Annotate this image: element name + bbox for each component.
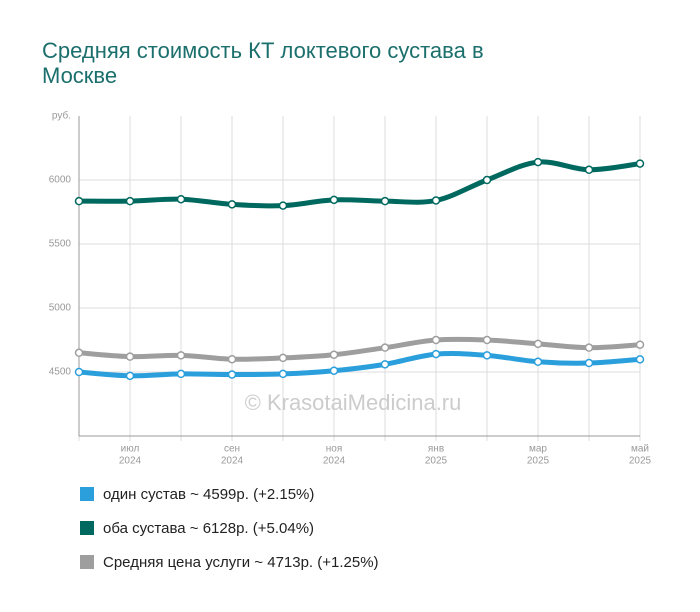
x-tick-label: 2024 — [119, 456, 142, 467]
legend-swatch — [80, 521, 94, 535]
point — [533, 357, 543, 367]
y-tick-label: 5000 — [49, 303, 72, 314]
x-tick-label: 2025 — [425, 456, 448, 467]
point — [431, 349, 441, 359]
x-tick-label: ноя — [326, 444, 343, 455]
legend-label: один сустав ~ 4599р. (+2.15%) — [103, 486, 314, 503]
x-tick-label: 2025 — [629, 456, 652, 467]
series-line — [76, 159, 643, 209]
x-tick-label: сен — [224, 444, 240, 455]
point — [227, 200, 237, 209]
point — [227, 370, 237, 379]
point — [125, 196, 135, 206]
point — [278, 353, 288, 363]
point — [74, 367, 84, 377]
point — [380, 360, 390, 369]
point — [176, 351, 186, 360]
point — [584, 343, 594, 352]
point — [74, 348, 84, 358]
point — [176, 194, 186, 204]
point — [533, 339, 543, 349]
legend-swatch — [80, 487, 94, 501]
legend-label: оба сустава ~ 6128р. (+5.04%) — [103, 520, 314, 537]
point — [431, 335, 441, 345]
y-tick-label: 6000 — [49, 175, 72, 186]
point — [635, 355, 645, 364]
point — [278, 201, 288, 210]
legend-swatch — [80, 555, 94, 569]
watermark: © KrasotaiMedicina.ru — [245, 390, 462, 415]
x-tick-label: май — [631, 444, 649, 455]
point — [431, 196, 441, 205]
series-line — [76, 350, 643, 379]
point — [227, 354, 237, 364]
point — [125, 352, 135, 361]
y-tick-label: 5500 — [49, 239, 72, 250]
point — [482, 335, 492, 345]
point — [584, 358, 594, 368]
point — [533, 157, 543, 167]
point — [635, 159, 645, 168]
point — [635, 340, 645, 349]
point — [278, 369, 288, 379]
point — [329, 366, 339, 375]
point — [176, 369, 186, 379]
x-tick-label: янв — [428, 444, 444, 455]
y-tick-label: руб. — [52, 110, 71, 122]
x-tick-label: июл — [121, 444, 140, 455]
legend-label: Средняя цена услуги ~ 4713р. (+1.25%) — [103, 554, 379, 571]
x-tick-label: мар — [529, 444, 547, 455]
point — [482, 351, 492, 360]
point — [482, 175, 492, 185]
x-tick-label: 2024 — [221, 456, 244, 467]
y-tick-label: 4500 — [49, 367, 72, 378]
point — [380, 343, 390, 352]
x-tick-label: 2025 — [527, 456, 550, 467]
point — [380, 196, 390, 206]
x-tick-label: 2024 — [323, 456, 346, 467]
point — [125, 371, 135, 381]
chart-title: Средняя стоимость КТ локтевого сустава в… — [42, 38, 484, 88]
point — [329, 350, 339, 359]
point — [584, 165, 594, 175]
point — [329, 195, 339, 205]
point — [74, 196, 84, 206]
series-line — [76, 336, 643, 362]
